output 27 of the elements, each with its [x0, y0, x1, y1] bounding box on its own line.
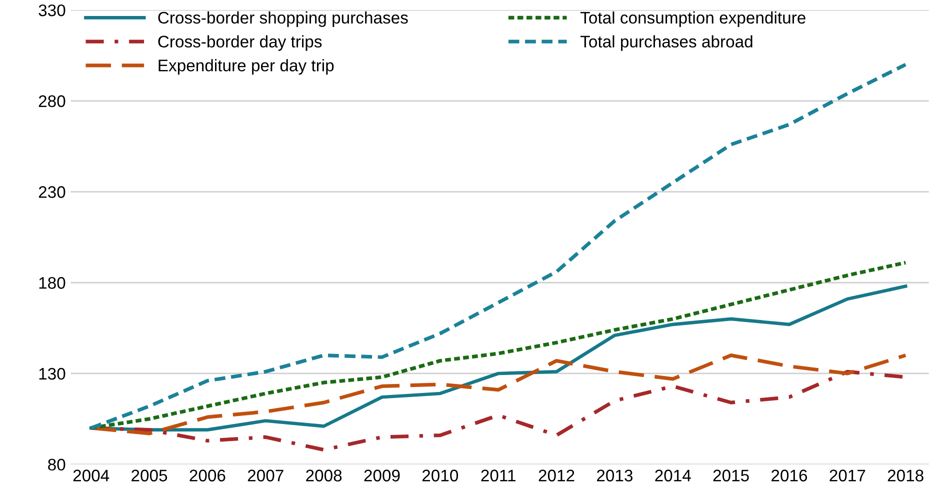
x-tick-label: 2004	[73, 470, 110, 482]
x-tick-label: 2015	[713, 470, 749, 482]
y-tick-label: 330	[38, 4, 66, 16]
x-tick-label: 2012	[538, 470, 574, 482]
x-tick-label: 2005	[132, 470, 168, 482]
legend-label: Cross-border shopping purchases	[158, 11, 408, 27]
x-tick-label: 2016	[772, 470, 808, 482]
line-series	[89, 354, 908, 436]
x-tick-label: 2009	[364, 470, 400, 482]
x-tick-label: 2007	[248, 470, 284, 482]
x-tick-label: 2006	[190, 470, 226, 482]
x-tick-label: 2011	[481, 470, 516, 482]
x-tick-label: 2018	[888, 470, 924, 482]
legend-label: Total consumption expenditure	[580, 11, 806, 27]
legend-label: Cross-border day trips	[158, 35, 322, 51]
x-tick-label: 2008	[306, 470, 342, 482]
y-tick-label: 180	[39, 277, 66, 289]
y-tick-label: 280	[38, 95, 66, 108]
y-tick-label: 230	[38, 186, 66, 198]
legend-label: Total purchases abroad	[580, 35, 752, 51]
x-tick-label: 2013	[596, 470, 632, 482]
x-tick-label: 2010	[422, 470, 458, 482]
x-tick-label: 2017	[830, 470, 866, 482]
legend-label: Expenditure per day trip	[158, 59, 334, 75]
x-tick-label: 2014	[655, 470, 691, 482]
y-tick-label: 80	[48, 458, 66, 471]
y-tick-label: 130	[39, 368, 66, 380]
